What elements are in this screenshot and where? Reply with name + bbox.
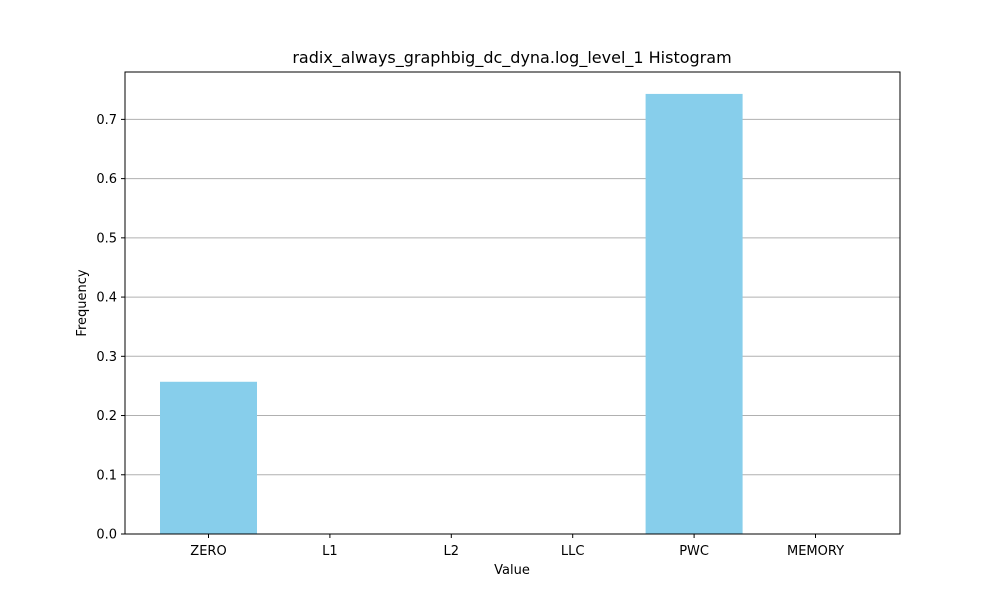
- x-tick-label: L2: [444, 544, 460, 559]
- bars: [160, 93, 743, 535]
- y-tick-label: 0.0: [96, 528, 117, 543]
- x-axis-label: Value: [494, 563, 530, 578]
- y-tick-label: 0.7: [96, 113, 117, 128]
- x-axis-ticks: ZERO L1 L2 LLC PWC MEMORY: [190, 534, 844, 559]
- bar-zero: [160, 381, 257, 534]
- x-tick-label: L1: [322, 544, 338, 559]
- y-tick-label: 0.3: [96, 350, 117, 365]
- plot-area-frame: [124, 71, 901, 535]
- y-tick-label: 0.4: [96, 291, 117, 306]
- y-axis-label: Frequency: [75, 269, 90, 336]
- chart-title: radix_always_graphbig_dc_dyna.log_level_…: [292, 48, 731, 68]
- y-tick-label: 0.1: [96, 468, 117, 483]
- x-tick-label: PWC: [679, 544, 709, 559]
- y-tick-label: 0.6: [96, 172, 117, 187]
- bar-pwc: [645, 93, 743, 535]
- y-axis-ticks: 0.0 0.1 0.2 0.3 0.4 0.5 0.6 0.7: [96, 113, 125, 543]
- y-tick-label: 0.2: [96, 409, 117, 424]
- x-tick-label: ZERO: [190, 544, 226, 559]
- y-tick-label: 0.5: [96, 231, 117, 246]
- x-tick-label: MEMORY: [787, 544, 844, 559]
- x-tick-label: LLC: [561, 544, 585, 559]
